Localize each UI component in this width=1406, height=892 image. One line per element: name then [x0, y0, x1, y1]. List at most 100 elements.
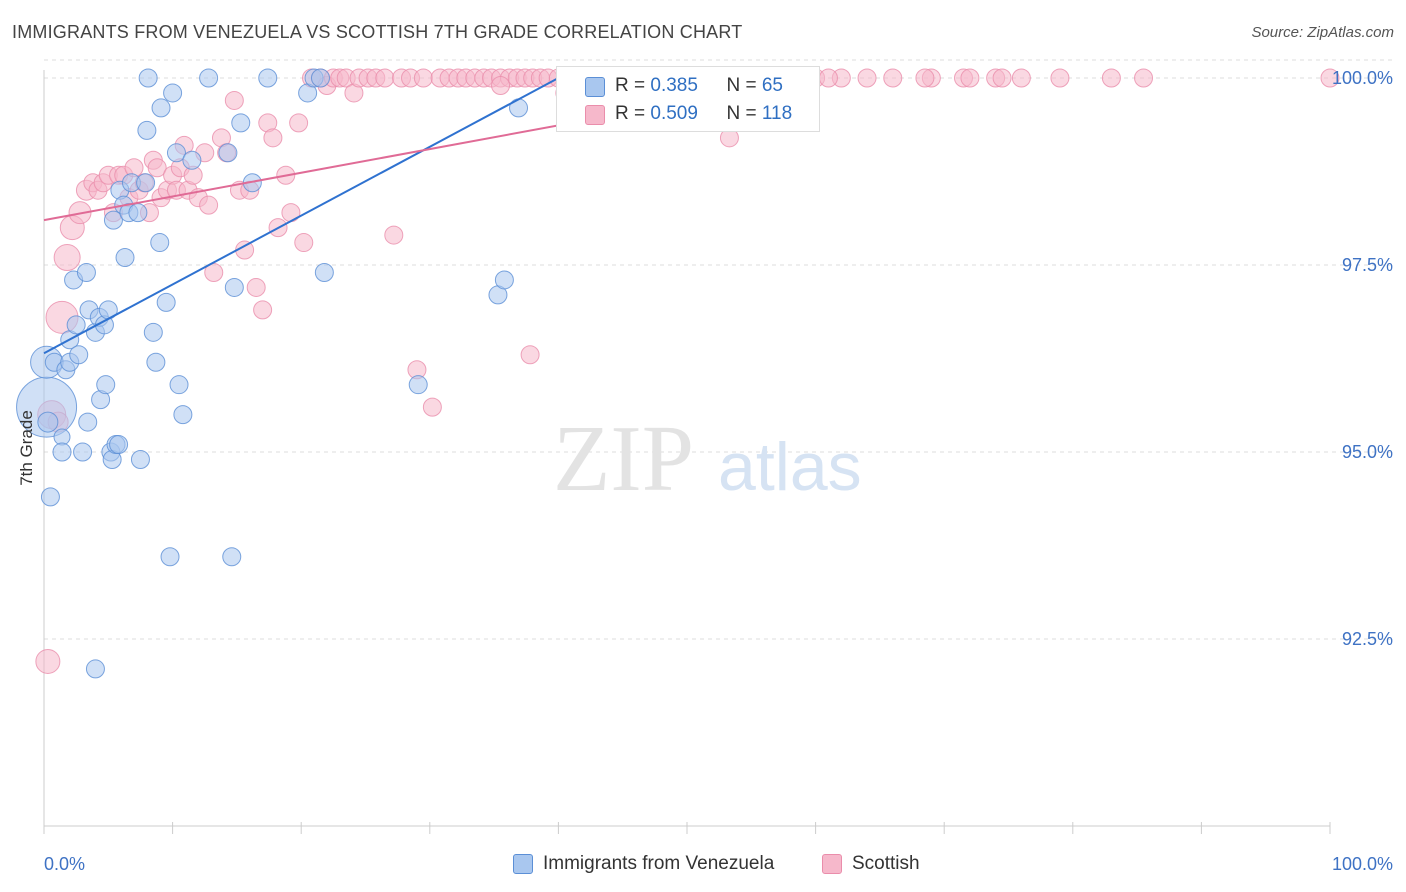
venezuela-point [166, 143, 186, 163]
scottish-point [147, 158, 167, 178]
venezuela-point [224, 277, 244, 297]
venezuela-point [150, 233, 170, 253]
scottish-point [35, 648, 61, 674]
scottish-point [915, 68, 935, 88]
scottish-point [294, 233, 314, 253]
legend-swatch-blue [585, 77, 605, 97]
bottom-swatch-pink [822, 854, 842, 874]
scottish-point [883, 68, 903, 88]
scottish-point [520, 345, 540, 365]
legend-row-venezuela: R = 0.385 N = 65 [615, 72, 783, 100]
chart-title: IMMIGRANTS FROM VENEZUELA VS SCOTTISH 7T… [12, 22, 743, 42]
venezuela-point [69, 345, 89, 365]
legend-n-value: 118 [761, 103, 793, 124]
venezuela-point [314, 262, 334, 282]
scottish-point [1320, 68, 1340, 88]
venezuela-point [151, 98, 171, 118]
scottish-point [246, 277, 266, 297]
watermark-zip: ZIP [553, 407, 694, 511]
venezuela-point [218, 143, 238, 163]
venezuela-point [137, 120, 157, 140]
scottish-point [53, 244, 81, 272]
venezuela-point [76, 262, 96, 282]
legend-swatch-pink [585, 105, 605, 125]
legend-row-scottish: R = 0.509 N = 118 [615, 100, 792, 128]
y-tick-label: 95.0% [1342, 442, 1393, 462]
venezuela-point [130, 449, 150, 469]
legend-r-label: R = [615, 75, 651, 96]
bottom-legend-label: Immigrants from Venezuela [543, 853, 775, 874]
legend-r-value: 0.385 [650, 75, 698, 96]
legend-n-value: 65 [761, 75, 783, 96]
venezuela-point [138, 68, 158, 88]
venezuela-point [160, 547, 180, 567]
watermark-atlas: atlas [718, 429, 862, 505]
venezuela-point [494, 270, 514, 290]
y-axis-title: 7th Grade [17, 410, 36, 486]
scottish-point [818, 68, 838, 88]
venezuela-trend-line [43, 77, 559, 355]
y-tick-label: 97.5% [1342, 255, 1393, 275]
venezuela-point [96, 375, 116, 395]
scottish-point [413, 68, 433, 88]
legend-r-value: 0.509 [650, 103, 698, 124]
y-tick-label: 92.5% [1342, 629, 1393, 649]
scottish-point [1101, 68, 1121, 88]
venezuela-point [169, 375, 189, 395]
venezuela-point [73, 442, 93, 462]
scottish-point [281, 203, 301, 223]
venezuela-point [199, 68, 219, 88]
venezuela-point [182, 150, 202, 170]
venezuela-point [128, 203, 148, 223]
scottish-point [491, 75, 511, 95]
axis-layer [43, 70, 1331, 834]
stats-legend: R = 0.385 N = 65 R = 0.509 N = 118 [556, 66, 820, 132]
venezuela-point [37, 411, 59, 433]
points-layer [16, 68, 1340, 679]
scottish-point [224, 90, 244, 110]
x-tick-label: 0.0% [44, 854, 85, 874]
grid-layer [44, 59, 1392, 640]
bottom-legend-label: Scottish [852, 853, 920, 874]
scottish-point [384, 225, 404, 245]
scottish-point [375, 68, 395, 88]
x-tick-label: 100.0% [1332, 854, 1393, 874]
scottish-point [1011, 68, 1031, 88]
venezuela-point [258, 68, 278, 88]
venezuela-point [136, 173, 156, 193]
legend-r-label: R = [615, 103, 651, 124]
venezuela-point [156, 292, 176, 312]
scottish-point [1134, 68, 1154, 88]
scottish-point [857, 68, 877, 88]
venezuela-point [310, 68, 330, 88]
venezuela-point [222, 547, 242, 567]
venezuela-point [66, 315, 86, 335]
scottish-point [289, 113, 309, 133]
y-tick-label: 100.0% [1332, 68, 1393, 88]
venezuela-point [146, 352, 166, 372]
tick-label-layer: 92.5% 95.0% 97.5% 100.0% 0.0% 100.0% [44, 68, 1393, 874]
scottish-point [422, 397, 442, 417]
venezuela-point [408, 375, 428, 395]
scottish-point [992, 68, 1012, 88]
venezuela-point [52, 442, 72, 462]
scottish-point [960, 68, 980, 88]
venezuela-point [173, 405, 193, 425]
venezuela-point [143, 322, 163, 342]
venezuela-point [78, 412, 98, 432]
legend-n-label: N = [726, 75, 762, 96]
venezuela-point [231, 113, 251, 133]
source-label: Source: ZipAtlas.com [1251, 24, 1394, 41]
venezuela-point [109, 435, 129, 455]
legend-n-label: N = [726, 103, 762, 124]
scottish-point [1050, 68, 1070, 88]
venezuela-point [40, 487, 60, 507]
venezuela-point [85, 659, 105, 679]
venezuela-point [115, 248, 135, 268]
watermark: ZIP atlas [553, 407, 862, 511]
scottish-point [263, 128, 283, 148]
scottish-point [199, 195, 219, 215]
bottom-swatch-blue [513, 854, 533, 874]
venezuela-point [163, 83, 183, 103]
